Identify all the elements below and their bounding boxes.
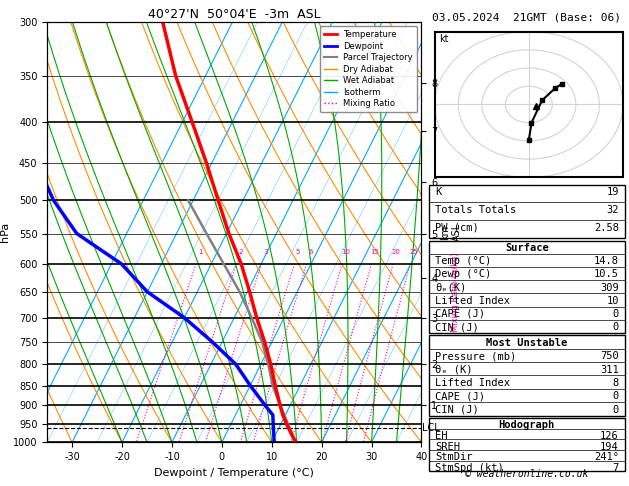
X-axis label: Dewpoint / Temperature (°C): Dewpoint / Temperature (°C) [154,468,314,478]
Text: 10: 10 [606,296,619,306]
Bar [435,32,623,177]
Text: CIN (J): CIN (J) [435,322,479,332]
Text: 32: 32 [606,205,619,215]
Text: 311: 311 [600,364,619,375]
Text: >: > [0,485,1,486]
Text: 0: 0 [613,309,619,319]
Text: >: > [0,485,1,486]
Bar [429,185,625,238]
Bar [429,418,625,471]
Text: Mixing Ratio (g/kg): Mixing Ratio (g/kg) [452,252,460,331]
Text: 8: 8 [613,378,619,388]
Text: 126: 126 [600,431,619,441]
Text: 750: 750 [600,351,619,361]
Text: >: > [0,485,1,486]
Text: 7: 7 [613,463,619,473]
Legend: Temperature, Dewpoint, Parcel Trajectory, Dry Adiabat, Wet Adiabat, Isotherm, Mi: Temperature, Dewpoint, Parcel Trajectory… [320,26,417,112]
Text: θₑ(K): θₑ(K) [435,282,466,293]
Text: >: > [0,485,1,486]
Text: 309: 309 [600,282,619,293]
Text: 20: 20 [392,249,401,255]
Text: kt: kt [439,34,448,44]
Text: Lifted Index: Lifted Index [435,296,509,306]
Y-axis label: km
ASL: km ASL [440,223,462,241]
Text: 0: 0 [613,322,619,332]
Text: Most Unstable: Most Unstable [486,338,567,348]
Text: CIN (J): CIN (J) [435,404,479,415]
Text: >: > [0,485,1,486]
Text: θₑ (K): θₑ (K) [435,364,472,375]
Text: 5: 5 [296,249,300,255]
Bar [429,241,625,333]
Text: Pressure (mb): Pressure (mb) [435,351,516,361]
Text: 1: 1 [198,249,203,255]
Text: Lifted Index: Lifted Index [435,378,509,388]
Text: 194: 194 [600,442,619,452]
Text: Surface: Surface [505,243,548,253]
Text: >: > [0,485,1,486]
Text: SREH: SREH [435,442,460,452]
Text: Temp (°C): Temp (°C) [435,256,491,266]
Text: >: > [0,485,1,486]
Text: 0: 0 [613,404,619,415]
Text: Totals Totals: Totals Totals [435,205,516,215]
Text: StmSpd (kt): StmSpd (kt) [435,463,504,473]
Text: >: > [0,485,1,486]
Text: EH: EH [435,431,447,441]
Text: CAPE (J): CAPE (J) [435,391,485,401]
Text: 2: 2 [238,249,242,255]
Text: 0: 0 [613,391,619,401]
Text: CAPE (J): CAPE (J) [435,309,485,319]
Y-axis label: hPa: hPa [0,222,10,242]
Bar [429,335,625,416]
Text: LCL: LCL [422,423,440,433]
Text: 15: 15 [370,249,379,255]
Text: 25: 25 [409,249,418,255]
Text: >: > [0,485,1,486]
Text: 03.05.2024  21GMT (Base: 06): 03.05.2024 21GMT (Base: 06) [432,12,621,22]
Text: 3: 3 [263,249,267,255]
Text: 6: 6 [308,249,313,255]
Text: >: > [0,485,1,486]
Text: K: K [435,187,441,197]
Text: StmDir: StmDir [435,452,472,463]
Text: PW (cm): PW (cm) [435,223,479,233]
Text: 10.5: 10.5 [594,269,619,279]
Text: 241°: 241° [594,452,619,463]
Text: Hodograph: Hodograph [499,420,555,431]
Text: 2.58: 2.58 [594,223,619,233]
Title: 40°27'N  50°04'E  -3m  ASL: 40°27'N 50°04'E -3m ASL [148,8,321,21]
Text: 19: 19 [606,187,619,197]
Text: © weatheronline.co.uk: © weatheronline.co.uk [465,469,589,479]
Text: 14.8: 14.8 [594,256,619,266]
Text: Dewp (°C): Dewp (°C) [435,269,491,279]
Text: 10: 10 [341,249,350,255]
Text: >: > [0,485,1,486]
Text: >: > [0,485,1,486]
